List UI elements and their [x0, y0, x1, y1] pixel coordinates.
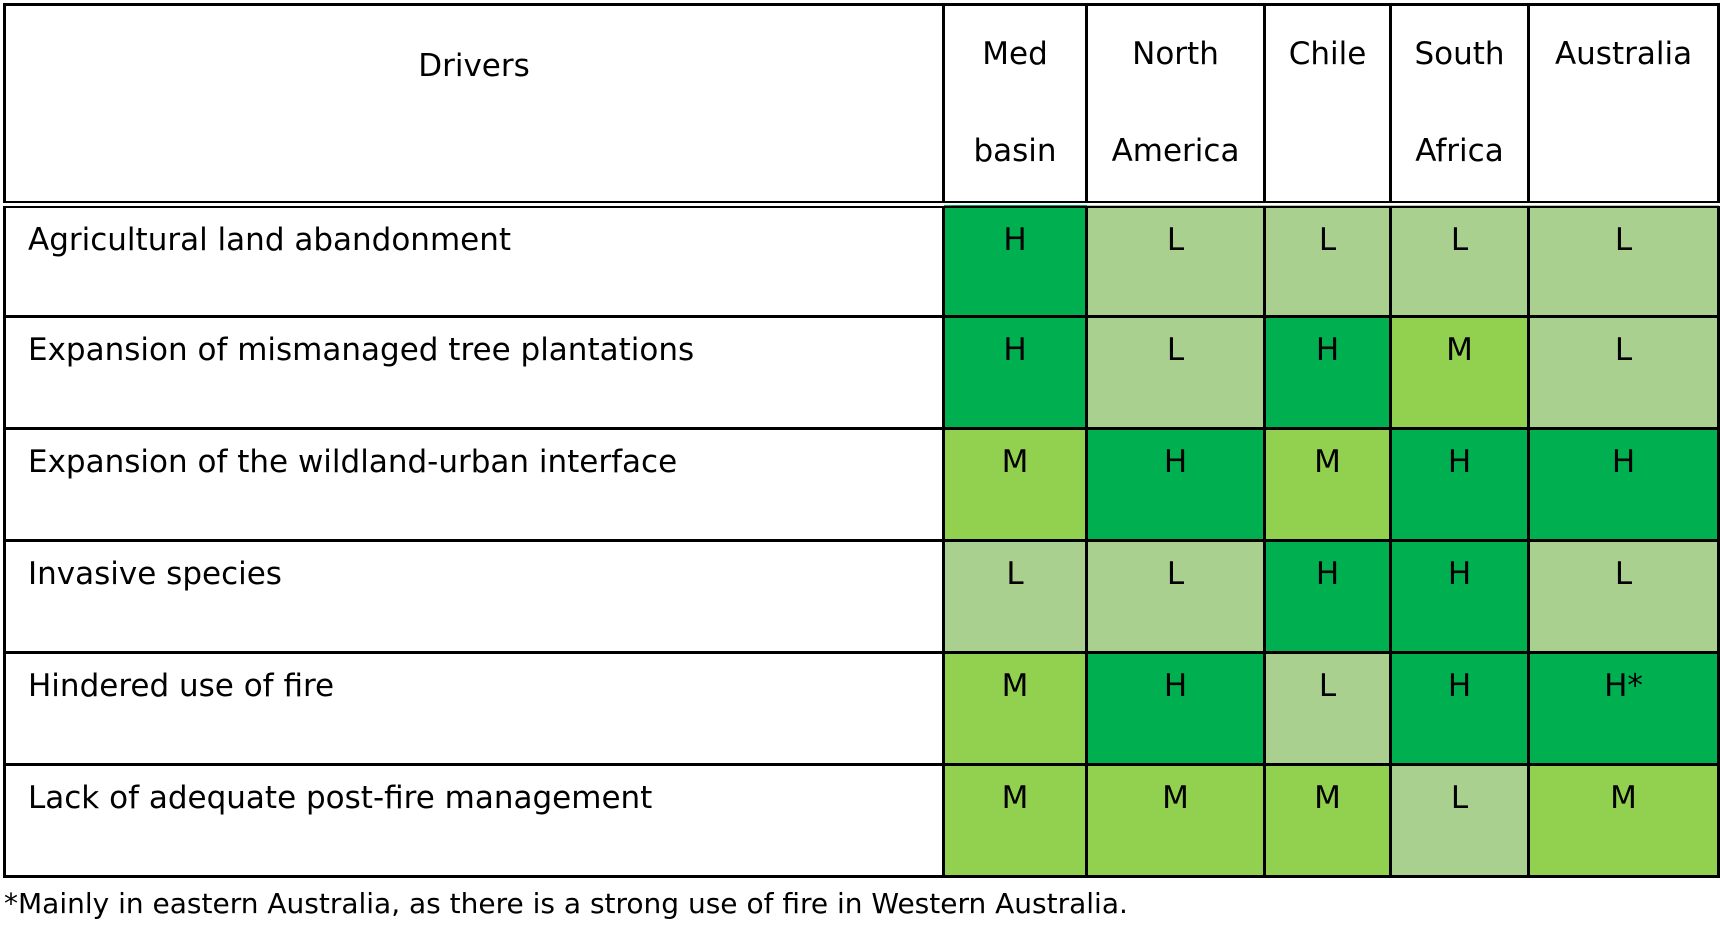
rating-cell: L [942, 539, 1088, 654]
table-row: Expansion of the wildland-urban interfac… [3, 427, 1720, 542]
rating-cell: M [942, 763, 1088, 878]
header-text: basin [973, 133, 1057, 169]
rating-cell: H [1389, 539, 1530, 654]
rating-cell: L [1263, 203, 1392, 318]
rating-cell: L [1389, 763, 1530, 878]
header-cell: Med basin [942, 3, 1088, 208]
rating-cell: M [1263, 763, 1392, 878]
drivers-table: Drivers Med basin North America Chile South Af… [3, 3, 1720, 878]
header-cell: South Africa [1389, 3, 1530, 208]
driver-cell: Invasive species [3, 539, 945, 654]
table-row: Expansion of mismanaged tree plantations… [3, 315, 1720, 430]
driver-cell: Lack of adequate post-fire management [3, 763, 945, 878]
rating-cell: L [1085, 315, 1266, 430]
header-text: North [1132, 36, 1219, 72]
footnote: *Mainly in eastern Australia, as there i… [4, 887, 1128, 920]
rating-cell: L [1085, 203, 1266, 318]
rating-cell: L [1527, 315, 1720, 430]
header-cell: Chile [1263, 3, 1392, 208]
driver-cell: Expansion of mismanaged tree plantations [3, 315, 945, 430]
header-text: Australia [1554, 36, 1693, 72]
rating-cell: H [1263, 315, 1392, 430]
header-cell: Drivers [3, 3, 945, 208]
rating-cell: H [1389, 651, 1530, 766]
rating-cell: L [1527, 203, 1720, 318]
header-text: South [1414, 36, 1505, 72]
rating-cell: H [942, 315, 1088, 430]
rating-cell: L [1527, 539, 1720, 654]
rating-cell: H [1389, 427, 1530, 542]
header-row: Drivers Med basin North America Chile South Af… [3, 3, 1720, 208]
driver-cell: Hindered use of fire [3, 651, 945, 766]
rating-cell: M [1263, 427, 1392, 542]
rating-cell: H* [1527, 651, 1720, 766]
rating-cell: H [1085, 427, 1266, 542]
rating-cell: M [942, 427, 1088, 542]
table-row: Agricultural land abandonment H L L L L [3, 203, 1720, 318]
table-row: Hindered use of fire M H L H H* [3, 651, 1720, 766]
table-row: Lack of adequate post-fire management M M M… [3, 763, 1720, 878]
rating-cell: H [942, 203, 1088, 318]
rating-cell: L [1263, 651, 1392, 766]
header-text: Africa [1415, 133, 1504, 169]
rating-cell: M [1527, 763, 1720, 878]
driver-cell: Expansion of the wildland-urban interfac… [3, 427, 945, 542]
rating-cell: H [1263, 539, 1392, 654]
header-text: Med [982, 36, 1048, 72]
rating-cell: L [1389, 203, 1530, 318]
table-body: Agricultural land abandonment H L L L L Expans… [3, 203, 1720, 878]
header-text: Chile [1288, 36, 1367, 72]
rating-cell: M [1085, 763, 1266, 878]
rating-cell: H [1527, 427, 1720, 542]
driver-cell: Agricultural land abandonment [3, 203, 945, 318]
rating-cell: M [942, 651, 1088, 766]
table-row: Invasive species L L H H L [3, 539, 1720, 654]
rating-cell: H [1085, 651, 1266, 766]
header-text: America [1111, 133, 1240, 169]
rating-cell: M [1389, 315, 1530, 430]
rating-cell: L [1085, 539, 1266, 654]
header-cell: Australia [1527, 3, 1720, 208]
header-cell: North America [1085, 3, 1266, 208]
